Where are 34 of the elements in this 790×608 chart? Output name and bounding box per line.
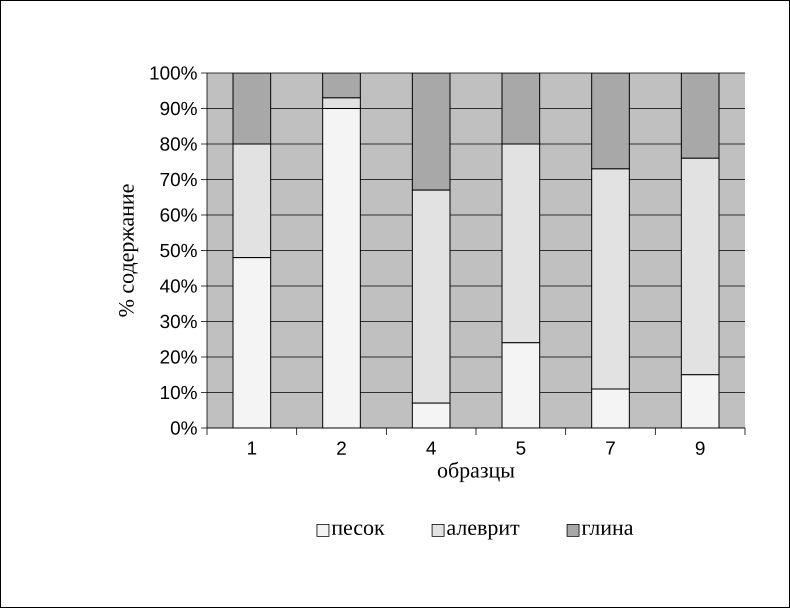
bar bbox=[502, 342, 540, 428]
bar bbox=[322, 108, 361, 428]
y-tick-label: 80% bbox=[160, 137, 197, 151]
bar bbox=[232, 257, 272, 428]
y-tick-label: 60% bbox=[160, 208, 197, 222]
x-tick-label: 4 bbox=[426, 442, 436, 455]
y-tick-label: 90% bbox=[160, 102, 197, 116]
y-axis-title: % содержание bbox=[118, 184, 138, 317]
legend-label: алеврит bbox=[447, 524, 520, 540]
y-tick-label: 20% bbox=[160, 350, 197, 364]
x-tick-label: 7 bbox=[606, 442, 615, 455]
bar bbox=[680, 72, 720, 159]
legend-label: песок bbox=[332, 524, 385, 536]
bar bbox=[502, 72, 540, 144]
legend-label: глина bbox=[582, 524, 634, 536]
y-tick-label: 100% bbox=[150, 66, 197, 80]
x-tick-label: 9 bbox=[696, 442, 705, 455]
y-tick-label: 40% bbox=[160, 279, 197, 293]
bar bbox=[680, 374, 720, 428]
bar bbox=[412, 72, 450, 191]
y-tick-label: 70% bbox=[160, 172, 197, 186]
y-tick-label: 0% bbox=[170, 421, 197, 435]
bar bbox=[232, 72, 272, 144]
y-tick-label: 10% bbox=[161, 386, 197, 400]
y-tick-label: 30% bbox=[160, 314, 197, 328]
x-tick-label: 2 bbox=[337, 442, 346, 455]
x-tick-label: 5 bbox=[516, 442, 526, 455]
x-tick-label: 1 bbox=[248, 442, 256, 455]
bar bbox=[412, 402, 450, 428]
y-tick-label: 50% bbox=[160, 244, 197, 258]
bar bbox=[591, 72, 630, 170]
bar bbox=[322, 72, 361, 98]
x-axis-title: образцы bbox=[438, 462, 514, 482]
bar bbox=[591, 388, 630, 428]
